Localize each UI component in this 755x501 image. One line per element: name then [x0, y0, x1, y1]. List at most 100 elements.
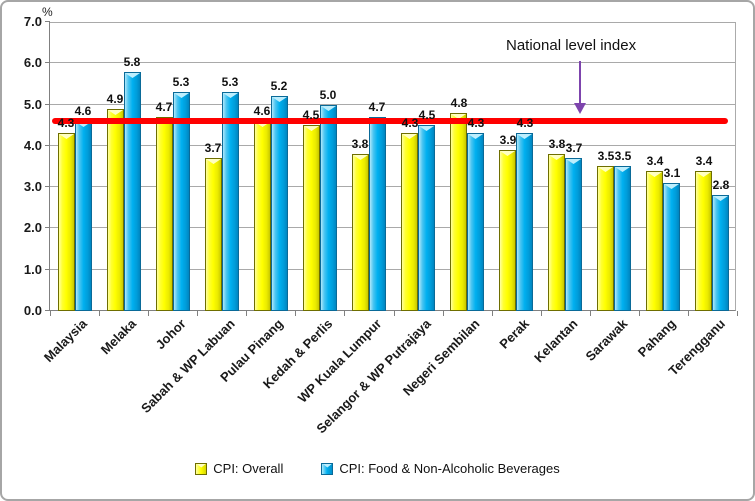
data-label: 4.3 [57, 116, 75, 130]
gridline [50, 186, 735, 188]
bar-overall-11 [597, 166, 614, 311]
x-axis-tick [394, 311, 395, 316]
bar-overall-9 [499, 150, 516, 311]
bar-overall-6 [352, 154, 369, 311]
annotation-label: National level index [506, 37, 637, 54]
bar-food-0 [75, 121, 92, 311]
gridline [50, 62, 735, 64]
bar-overall-0 [58, 133, 75, 311]
legend-item-food: CPI: Food & Non-Alcoholic Beverages [321, 461, 560, 476]
y-axis-tick [45, 227, 50, 229]
legend: CPI: Overall CPI: Food & Non-Alcoholic Be… [2, 461, 753, 476]
y-axis-tick [45, 310, 50, 311]
bar-food-11 [614, 166, 631, 311]
y-axis-tick [45, 103, 50, 105]
x-axis-tick [443, 311, 444, 316]
category-label: Sarawak [582, 316, 630, 364]
gridline [50, 227, 735, 229]
bar-overall-8 [450, 113, 467, 311]
data-label: 4.5 [418, 108, 436, 122]
data-label: 4.7 [368, 100, 386, 114]
category-label: WP Kuala Lumpur [294, 316, 385, 406]
data-label: 3.7 [204, 141, 222, 155]
gridline [50, 103, 735, 105]
data-label: 3.4 [695, 154, 713, 168]
bar-food-5 [320, 105, 337, 311]
legend-item-overall: CPI: Overall [195, 461, 283, 476]
bar-food-12 [663, 183, 680, 311]
bar-overall-2 [156, 117, 173, 311]
x-axis-tick [50, 311, 51, 316]
x-axis-tick [590, 311, 591, 316]
data-label: 4.7 [155, 100, 173, 114]
x-axis-tick [344, 311, 345, 316]
y-axis-tick [45, 186, 50, 188]
y-axis-tick-label: 2.0 [23, 220, 42, 236]
y-axis-tick-label: 5.0 [23, 96, 42, 112]
data-label: 5.8 [123, 55, 141, 69]
bar-overall-7 [401, 133, 418, 311]
category-label: Pahang [635, 316, 680, 360]
data-label: 4.3 [467, 116, 485, 130]
x-axis-tick [688, 311, 689, 316]
bar-food-4 [271, 96, 288, 311]
x-axis-tick [295, 311, 296, 316]
data-label: 3.7 [565, 141, 583, 155]
x-axis-tick [639, 311, 640, 316]
category-label: Sabah & WP Labuan [137, 316, 238, 416]
y-axis-unit-label: % [42, 5, 53, 19]
bar-food-10 [565, 158, 582, 311]
bar-food-3 [222, 92, 239, 311]
y-axis-tick [45, 268, 50, 270]
data-label: 3.8 [548, 137, 566, 151]
category-label: Kelantan [531, 316, 581, 366]
data-label: 3.8 [351, 137, 369, 151]
bar-overall-4 [254, 121, 271, 311]
data-label: 5.3 [172, 75, 190, 89]
x-axis-tick [246, 311, 247, 316]
x-axis-tick [197, 311, 198, 316]
data-label: 3.5 [597, 149, 615, 163]
x-axis-tick [99, 311, 100, 316]
y-axis-tick [45, 62, 50, 64]
data-label: 5.0 [319, 88, 337, 102]
data-label: 3.9 [499, 133, 517, 147]
y-axis-tick-label: 4.0 [23, 137, 42, 153]
data-label: 4.3 [516, 116, 534, 130]
gridline [50, 144, 735, 146]
category-label: Malaysia [41, 316, 91, 365]
legend-swatch-icon [195, 462, 208, 475]
category-label: Johor [152, 316, 189, 353]
category-label: Melaka [97, 316, 140, 358]
data-label: 4.9 [106, 92, 124, 106]
bar-overall-1 [107, 109, 124, 311]
data-label: 2.8 [712, 178, 730, 192]
y-axis-tick [45, 21, 50, 22]
data-label: 3.4 [646, 154, 664, 168]
data-label: 4.6 [74, 104, 92, 118]
data-label: 3.1 [663, 166, 681, 180]
bar-overall-10 [548, 154, 565, 311]
bar-food-1 [124, 72, 141, 311]
bar-food-13 [712, 195, 729, 311]
bar-food-7 [418, 125, 435, 311]
data-label: 4.6 [253, 104, 271, 118]
bar-overall-3 [205, 158, 222, 311]
national-level-reference-line [52, 118, 728, 124]
x-axis-tick [492, 311, 493, 316]
data-label: 5.3 [221, 75, 239, 89]
annotation-arrow-icon [574, 61, 586, 114]
bar-food-6 [369, 117, 386, 311]
bar-overall-5 [303, 125, 320, 311]
data-label: 4.3 [401, 116, 419, 130]
bar-overall-12 [646, 171, 663, 311]
y-axis-tick-label: 6.0 [23, 55, 42, 71]
legend-label: CPI: Food & Non-Alcoholic Beverages [339, 461, 560, 476]
y-axis-tick-label: 1.0 [23, 261, 42, 277]
data-label: 3.5 [614, 149, 632, 163]
x-axis-tick [737, 311, 738, 316]
bar-food-9 [516, 133, 533, 311]
bar-food-2 [173, 92, 190, 311]
x-axis-tick [541, 311, 542, 316]
